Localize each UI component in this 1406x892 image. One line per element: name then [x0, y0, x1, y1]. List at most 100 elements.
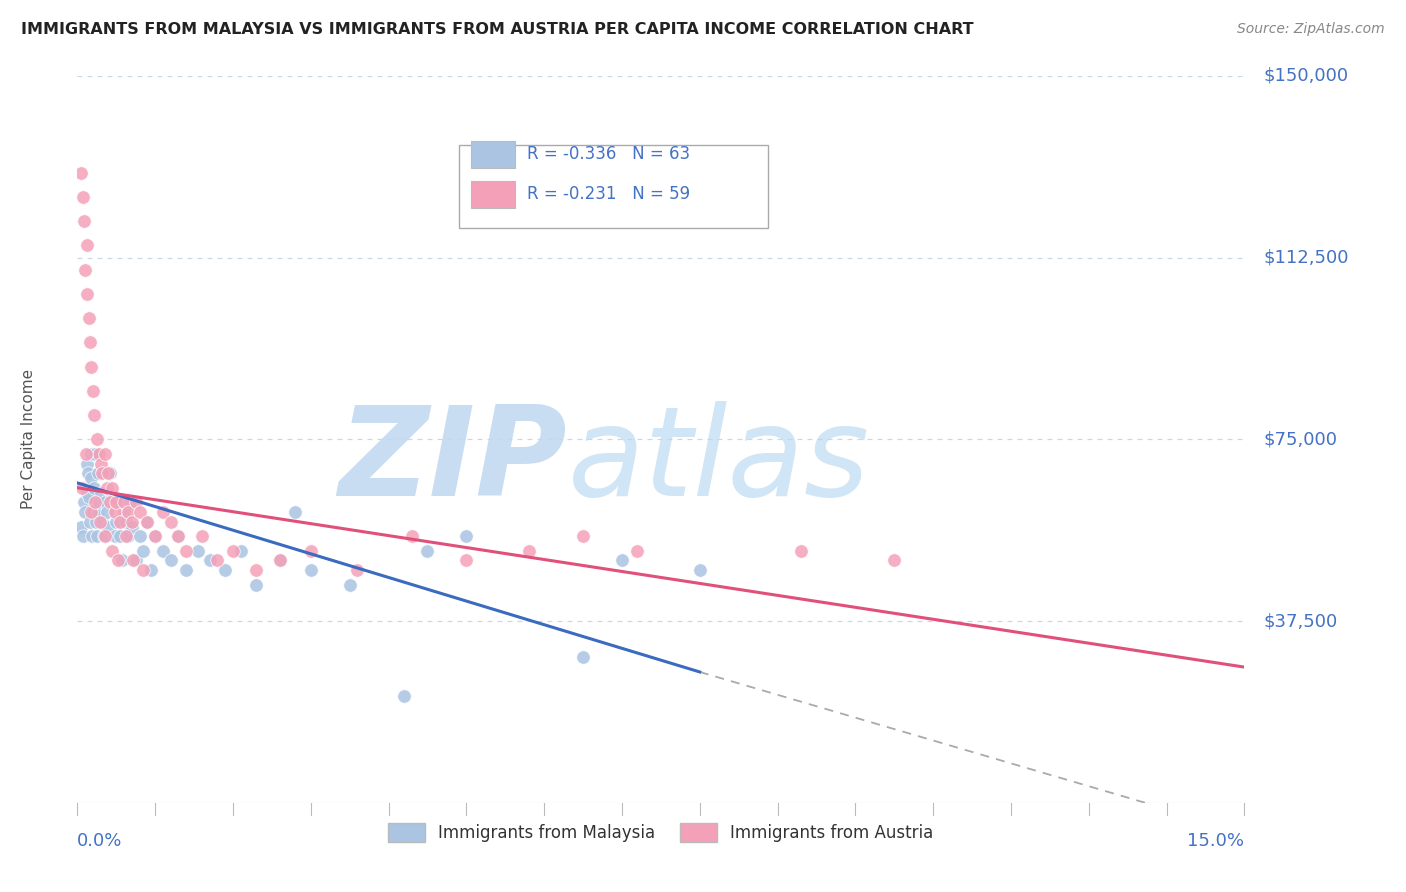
Point — [111, 553, 134, 567]
Point — [790, 543, 813, 558]
Text: $112,500: $112,500 — [1264, 249, 1350, 267]
Point — [98, 467, 121, 481]
Text: $75,000: $75,000 — [1264, 430, 1337, 449]
Point — [112, 495, 135, 509]
Point — [883, 553, 905, 567]
Point — [77, 311, 100, 326]
Point — [269, 553, 291, 567]
Point — [299, 543, 322, 558]
Point — [90, 485, 112, 500]
Point — [70, 481, 93, 495]
Point — [86, 467, 108, 481]
Point — [456, 553, 478, 567]
Legend: Immigrants from Malaysia, Immigrants from Austria: Immigrants from Malaysia, Immigrants fro… — [381, 816, 941, 849]
Point — [610, 553, 633, 567]
Point — [90, 457, 112, 471]
Point — [128, 529, 150, 543]
Point — [70, 166, 93, 180]
Point — [70, 519, 93, 533]
Point — [108, 515, 131, 529]
Point — [339, 578, 361, 592]
Text: 15.0%: 15.0% — [1187, 832, 1244, 850]
Point — [80, 447, 103, 461]
Text: 0.0%: 0.0% — [77, 832, 122, 850]
Point — [132, 563, 155, 577]
Point — [79, 505, 101, 519]
Point — [245, 578, 267, 592]
Point — [284, 505, 307, 519]
Point — [75, 505, 97, 519]
Point — [124, 495, 148, 509]
Point — [152, 505, 174, 519]
Point — [112, 505, 135, 519]
Point — [93, 447, 115, 461]
Point — [120, 495, 142, 509]
Point — [115, 515, 138, 529]
Point — [89, 515, 111, 529]
Point — [91, 515, 114, 529]
Point — [84, 447, 107, 461]
Point — [86, 529, 108, 543]
Point — [107, 495, 129, 509]
Point — [626, 543, 648, 558]
Point — [77, 491, 100, 505]
Point — [101, 491, 124, 505]
Point — [73, 214, 96, 228]
Point — [517, 543, 540, 558]
Bar — [471, 180, 515, 208]
Point — [76, 485, 98, 500]
Point — [159, 515, 181, 529]
Point — [105, 495, 128, 509]
Point — [96, 505, 118, 519]
Point — [104, 529, 127, 543]
Point — [456, 529, 478, 543]
Point — [94, 529, 117, 543]
Point — [77, 467, 100, 481]
Point — [87, 495, 110, 509]
Text: ZIP: ZIP — [339, 401, 568, 522]
Point — [114, 529, 136, 543]
Point — [132, 543, 155, 558]
Point — [80, 359, 103, 374]
Text: $150,000: $150,000 — [1264, 67, 1348, 85]
Point — [108, 529, 131, 543]
Point — [93, 529, 115, 543]
Point — [229, 543, 252, 558]
Point — [143, 529, 166, 543]
Point — [122, 553, 145, 567]
Point — [94, 495, 117, 509]
Point — [174, 563, 197, 577]
Point — [91, 467, 114, 481]
Point — [75, 262, 97, 277]
Point — [82, 529, 104, 543]
Point — [84, 495, 107, 509]
Point — [191, 529, 214, 543]
Point — [84, 515, 107, 529]
Text: R = -0.336   N = 63: R = -0.336 N = 63 — [527, 145, 690, 163]
Text: $37,500: $37,500 — [1264, 612, 1339, 630]
Point — [401, 529, 423, 543]
Point — [159, 553, 181, 567]
Text: atlas: atlas — [568, 401, 869, 522]
Point — [79, 515, 101, 529]
Point — [83, 481, 105, 495]
Point — [117, 529, 139, 543]
Point — [121, 519, 143, 533]
Point — [117, 505, 139, 519]
Bar — [458, 145, 768, 228]
Point — [128, 505, 150, 519]
Point — [82, 384, 104, 398]
Point — [141, 563, 163, 577]
Point — [98, 495, 121, 509]
Point — [572, 529, 595, 543]
Point — [79, 471, 101, 485]
Point — [79, 335, 101, 350]
Point — [187, 543, 209, 558]
Point — [572, 650, 595, 665]
Point — [214, 563, 236, 577]
Point — [97, 467, 120, 481]
Point — [104, 505, 127, 519]
Point — [72, 529, 94, 543]
Point — [97, 519, 120, 533]
Point — [167, 529, 190, 543]
